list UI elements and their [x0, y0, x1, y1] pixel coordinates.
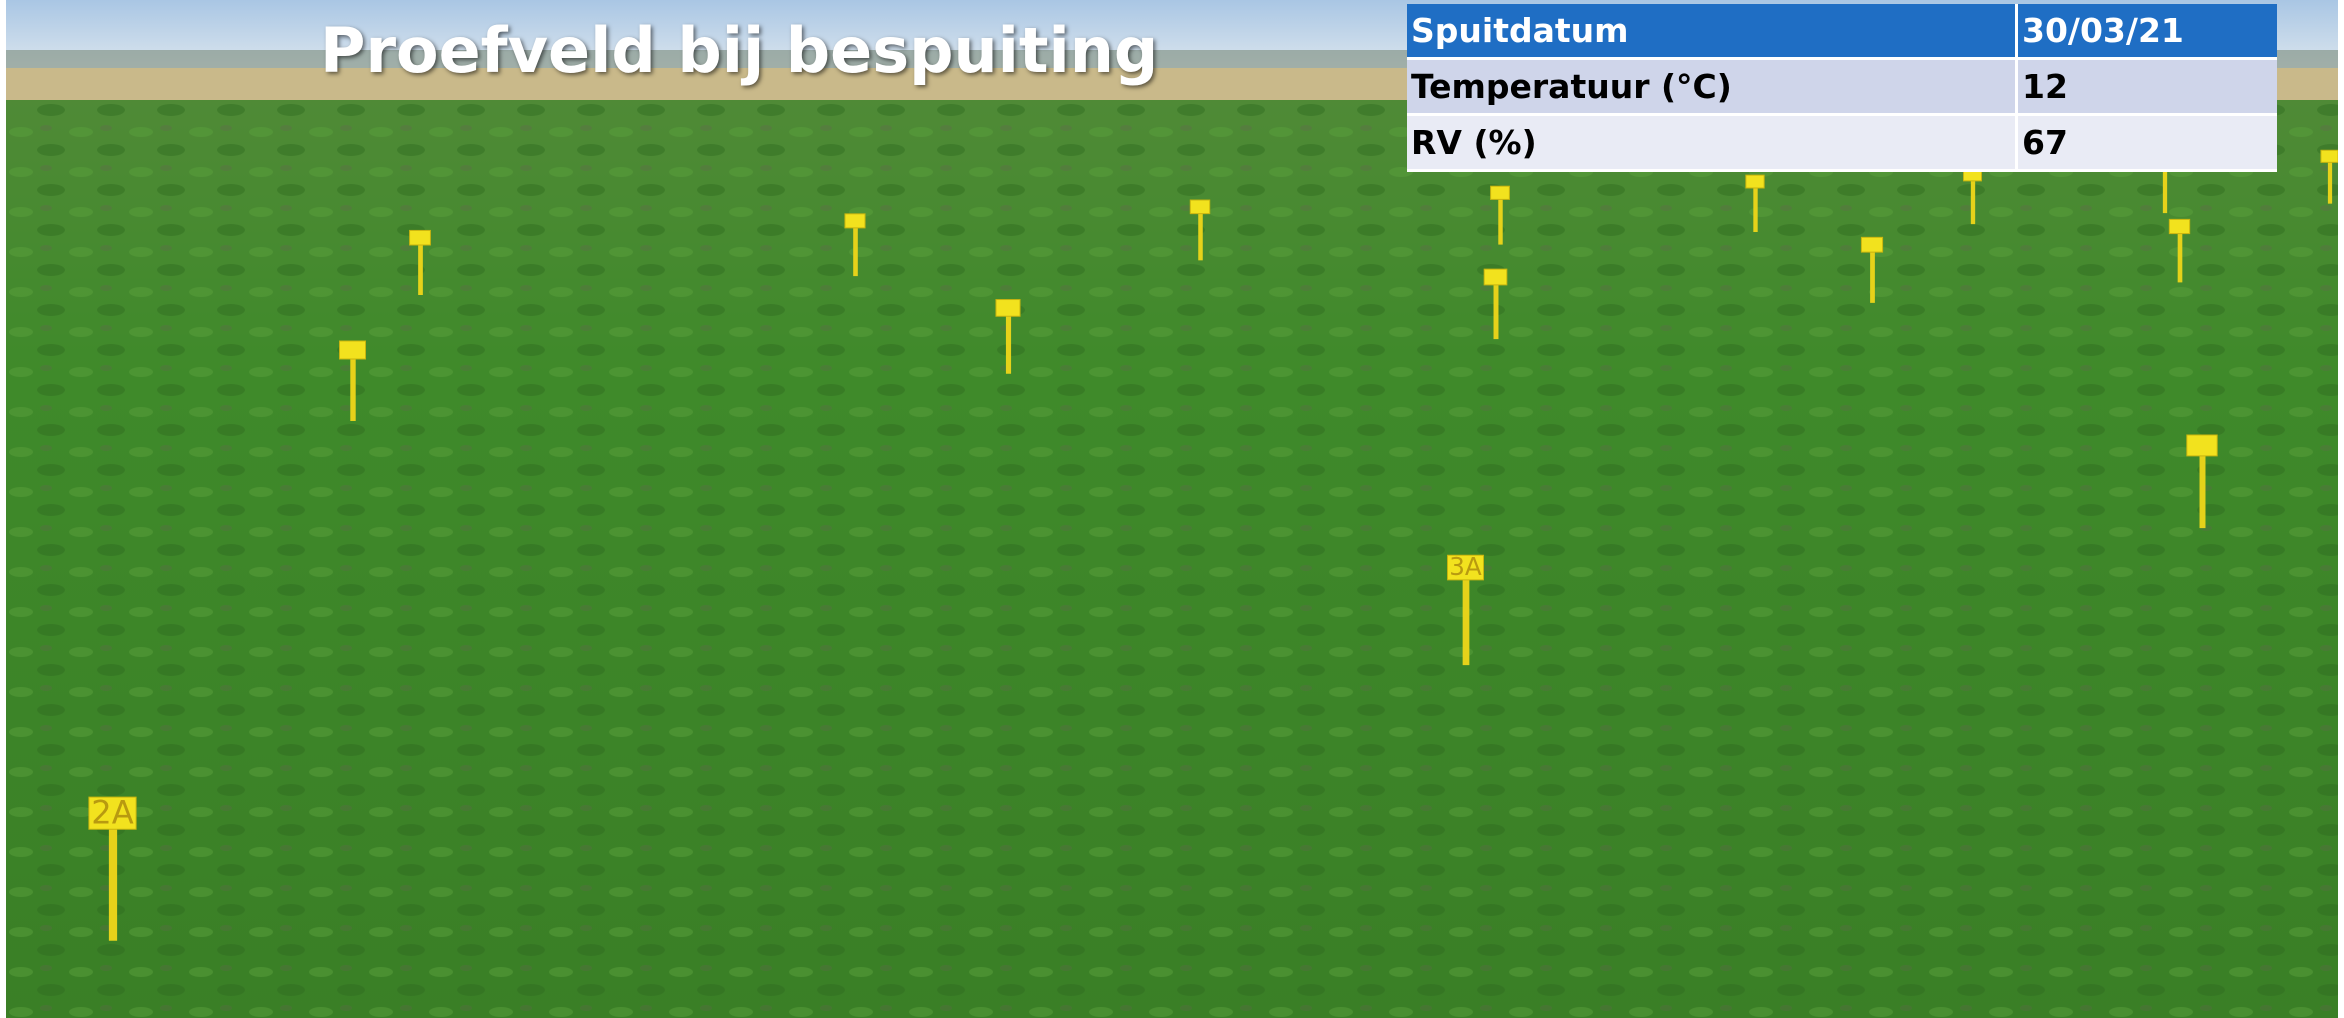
- stake-pole: [2199, 455, 2206, 529]
- stake-head: [339, 340, 366, 360]
- stake-pole: [2177, 233, 2183, 283]
- stake-pole: [1970, 180, 1976, 225]
- stake-label: 3A: [1449, 552, 1482, 581]
- stake-pole: [853, 227, 858, 277]
- stake-head: [1490, 185, 1510, 200]
- stake-head: [2320, 149, 2338, 163]
- stake-pole: [2162, 170, 2168, 214]
- stake-pole: [108, 829, 118, 941]
- cell: 67: [2016, 114, 2277, 172]
- stake-pole: [1870, 252, 1875, 303]
- stake-pole: [1753, 188, 1758, 232]
- stake-label: 2A: [91, 794, 133, 832]
- stake-head: [2186, 434, 2218, 457]
- cell: Temperatuur (°C): [1407, 58, 2018, 116]
- stake-pole: [1498, 199, 1503, 245]
- stake-head: [409, 229, 431, 246]
- stake-pole: [1462, 579, 1470, 666]
- stake-head: [1189, 199, 1211, 215]
- cell: RV (%): [1407, 114, 2018, 172]
- stake-head: [1483, 268, 1508, 286]
- stake-pole: [418, 245, 423, 295]
- stake-head: [995, 299, 1021, 317]
- stake-head: [88, 796, 137, 830]
- stake-head: [1745, 174, 1765, 189]
- spray-info-table: Spuitdatum 30/03/21 Temperatuur (°C) 12 RV…: [1407, 4, 2277, 172]
- stake-pole: [2327, 162, 2333, 204]
- title: Proefveld bij bespuiting: [320, 14, 1159, 87]
- field-photo: 3A 2A: [6, 0, 2338, 1018]
- stake-head: [844, 213, 866, 229]
- cell: Spuitdatum: [1407, 4, 2018, 60]
- stake-head: [2168, 218, 2191, 235]
- stake-pole: [1005, 316, 1012, 374]
- stake-head: [1447, 554, 1484, 581]
- stake-head: [1860, 236, 1884, 253]
- stake-pole: [1493, 284, 1499, 340]
- cell: 12: [2016, 58, 2277, 116]
- stake-pole: [1198, 213, 1203, 261]
- cell: 30/03/21: [2016, 4, 2277, 60]
- stake-pole: [350, 359, 356, 421]
